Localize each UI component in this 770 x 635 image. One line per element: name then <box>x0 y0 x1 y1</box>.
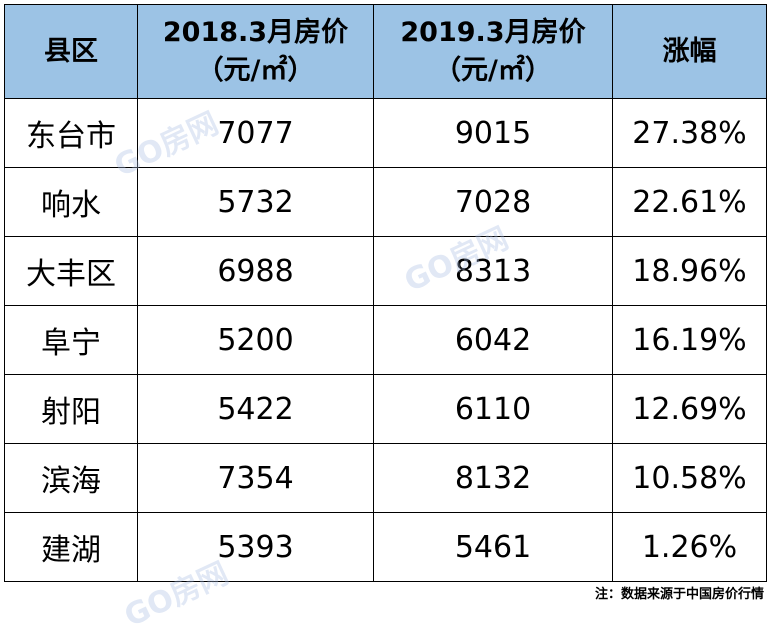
header-cell: 涨幅 <box>612 4 767 99</box>
table-cell: 5732 <box>137 167 374 237</box>
table-row: 建湖 5393 5461 1.26% <box>4 512 767 582</box>
table-cell: 6110 <box>373 374 613 444</box>
header-cell: 2018.3月房价 （元/㎡） <box>137 4 374 99</box>
table-cell: 12.69% <box>612 374 767 444</box>
table-cell: 5461 <box>373 512 613 582</box>
price-table: 县区 2018.3月房价 （元/㎡） 2019.3月房价 （元/㎡） 涨幅 东台市 7077… <box>4 4 767 582</box>
table-cell: 阜宁 <box>4 305 138 375</box>
table-cell: 1.26% <box>612 512 767 582</box>
table-cell: 射阳 <box>4 374 138 444</box>
table-cell: 大丰区 <box>4 236 138 306</box>
table-cell: 16.19% <box>612 305 767 375</box>
page: 县区 2018.3月房价 （元/㎡） 2019.3月房价 （元/㎡） 涨幅 东台市 7077… <box>4 4 767 635</box>
table-cell: 7354 <box>137 443 374 513</box>
table-row: 滨海 7354 8132 10.58% <box>4 443 767 513</box>
header-cell: 2019.3月房价 （元/㎡） <box>373 4 613 99</box>
table-cell: 响水 <box>4 167 138 237</box>
table-cell: 7028 <box>373 167 613 237</box>
table-cell: 建湖 <box>4 512 138 582</box>
header-text: 涨幅 <box>662 35 717 67</box>
table-cell: 5393 <box>137 512 374 582</box>
table-cell: 滨海 <box>4 443 138 513</box>
table-cell: 10.58% <box>612 443 767 513</box>
table-row: 阜宁 5200 6042 16.19% <box>4 305 767 375</box>
header-text: 2018.3月房价 <box>162 16 349 48</box>
table-cell: 22.61% <box>612 167 767 237</box>
table-cell: 6042 <box>373 305 613 375</box>
table-cell: 18.96% <box>612 236 767 306</box>
table-cell: 5200 <box>137 305 374 375</box>
header-text: 2019.3月房价 <box>400 16 586 48</box>
source-note: 注：数据来源于中国房价行情 <box>594 587 764 602</box>
table-cell: 8313 <box>373 236 613 306</box>
table-cell: 9015 <box>373 98 613 168</box>
table-cell: 6988 <box>137 236 374 306</box>
table-row: 大丰区 6988 8313 18.96% <box>4 236 767 306</box>
header-text: （元/㎡） <box>434 54 552 86</box>
table-body: 东台市 7077 9015 27.38% 响水 5732 7028 22.61% 大丰区 6988… <box>4 98 767 582</box>
header-text: 县区 <box>44 35 98 67</box>
table-cell: 东台市 <box>4 98 138 168</box>
table-cell: 8132 <box>373 443 613 513</box>
table-row: 射阳 5422 6110 12.69% <box>4 374 767 444</box>
table-cell: 27.38% <box>612 98 767 168</box>
table-row: 响水 5732 7028 22.61% <box>4 167 767 237</box>
header-text: （元/㎡） <box>196 54 315 86</box>
table-cell: 5422 <box>137 374 374 444</box>
table-cell: 7077 <box>137 98 374 168</box>
table-row: 东台市 7077 9015 27.38% <box>4 98 767 168</box>
header-cell: 县区 <box>4 4 138 99</box>
header-row: 县区 2018.3月房价 （元/㎡） 2019.3月房价 （元/㎡） 涨幅 <box>4 4 767 99</box>
